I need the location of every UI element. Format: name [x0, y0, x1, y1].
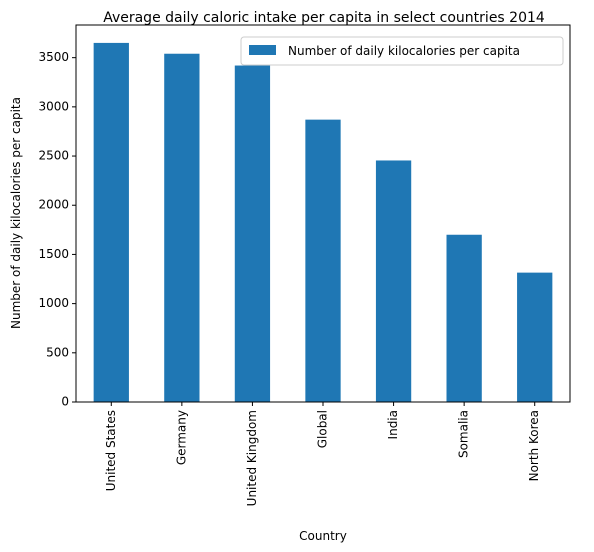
y-axis: 0 500 1000 1500 2000 2500 3000 3500 [38, 50, 76, 409]
bar [446, 234, 482, 402]
x-axis: United States Germany United Kingdom Global… [104, 402, 541, 506]
bar [93, 42, 129, 403]
y-tick-label: 0 [61, 395, 69, 409]
bar [164, 53, 200, 402]
chart-title: Average daily caloric intake per capita … [103, 10, 545, 26]
x-tick-label: United Kingdom [245, 410, 259, 506]
y-tick-label: 3000 [38, 99, 69, 113]
y-tick-label: 2000 [38, 198, 69, 212]
y-tick-label: 1000 [38, 296, 69, 310]
y-tick-label: 500 [46, 345, 69, 359]
legend-swatch [249, 45, 276, 55]
x-axis-label: Country [299, 529, 347, 543]
legend-label: Number of daily kilocalories per capita [288, 44, 520, 58]
legend-box [240, 36, 564, 66]
y-tick-label: 2500 [38, 149, 69, 163]
x-tick-label: Germany [174, 410, 188, 465]
bar [517, 272, 553, 402]
y-axis-label: Number of daily kilocalories per capita [9, 97, 23, 329]
bar [305, 119, 341, 403]
y-tick-label: 1500 [38, 247, 69, 261]
x-tick-label: United States [104, 410, 118, 491]
bar [375, 160, 412, 402]
x-tick-label: India [386, 410, 400, 439]
x-tick-label: Somalia [457, 410, 471, 458]
bars-group [93, 42, 553, 403]
legend: Number of daily kilocalories per capita [240, 36, 564, 66]
y-tick-label: 3500 [38, 50, 69, 64]
x-tick-label: Global [316, 410, 330, 448]
bar [234, 65, 271, 403]
x-tick-label: North Korea [527, 410, 541, 481]
